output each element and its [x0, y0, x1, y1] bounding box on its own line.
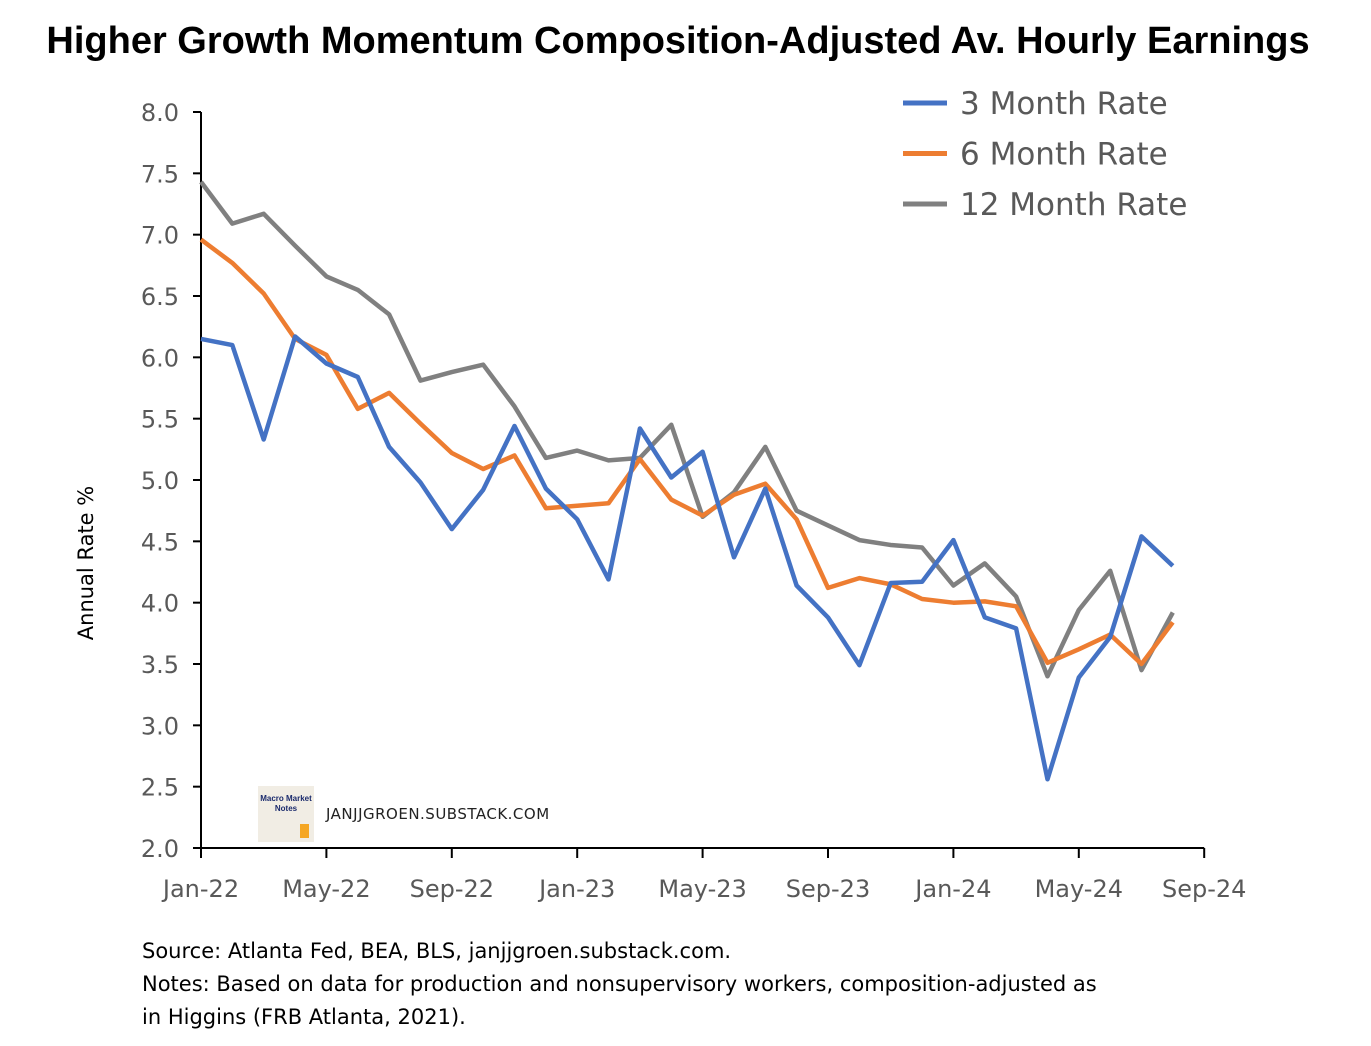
legend-label: 12 Month Rate: [960, 187, 1187, 223]
y-tick-label: 2.5: [141, 774, 179, 802]
notes-line-1: Notes: Based on data for production and …: [142, 972, 1097, 996]
series-lines: [199, 180, 1175, 782]
y-tick-label: 7.5: [141, 160, 179, 188]
source-note: Source: Atlanta Fed, BEA, BLS, janjjgroe…: [142, 939, 731, 963]
notes-line-2: in Higgins (FRB Atlanta, 2021).: [142, 1005, 466, 1029]
logo-text: Macro Market: [260, 794, 312, 803]
y-axis-label: Annual Rate %: [74, 486, 98, 640]
watermark: Macro Market Notes JANJJGROEN.SUBSTACK.C…: [258, 786, 550, 842]
legend-label: 3 Month Rate: [960, 86, 1168, 122]
series-line-3-month-rate: [200, 334, 1175, 782]
y-tick-label: 2.0: [141, 835, 179, 863]
y-tick-label: 7.0: [141, 222, 179, 250]
x-tick-label: May-23: [658, 875, 746, 903]
y-tick-label: 5.0: [141, 467, 179, 495]
legend-label: 6 Month Rate: [960, 137, 1168, 173]
y-tick-label: 6.0: [141, 344, 179, 372]
x-tick-label: Sep-23: [786, 875, 870, 903]
y-tick-label: 3.0: [141, 712, 179, 740]
x-tick-label: May-24: [1035, 875, 1123, 903]
watermark-site: JANJJGROEN.SUBSTACK.COM: [325, 805, 550, 823]
x-tick-label: May-22: [282, 875, 370, 903]
axes: 2.0 2.5 3.0 3.5 4.0 4.5 5.0 5.5 6.0 6.5 7.0 7.5 8.0 J…: [141, 99, 1247, 903]
y-tick-label: 6.5: [141, 283, 179, 311]
x-tick-label: Jan-23: [537, 875, 615, 903]
x-tick-label: Jan-22: [161, 875, 239, 903]
logo-bar: [300, 824, 309, 838]
series-line-6-month-rate: [199, 237, 1175, 667]
y-tick-label: 4.0: [141, 590, 179, 618]
x-tick-label: Sep-22: [410, 875, 494, 903]
logo-text-2: Notes: [275, 804, 298, 813]
y-tick-label: 3.5: [141, 651, 179, 679]
chart-title: Higher Growth Momentum Composition-Adjus…: [46, 20, 1309, 62]
y-tick-label: 4.5: [141, 528, 179, 556]
x-tick-label: Sep-24: [1162, 875, 1246, 903]
y-tick-label: 5.5: [141, 406, 179, 434]
x-tick-label: Jan-24: [913, 875, 991, 903]
series-line-12-month-rate: [199, 180, 1175, 679]
y-tick-label: 8.0: [141, 99, 179, 127]
legend: 3 Month Rate 6 Month Rate 12 Month Rate: [903, 86, 1187, 223]
